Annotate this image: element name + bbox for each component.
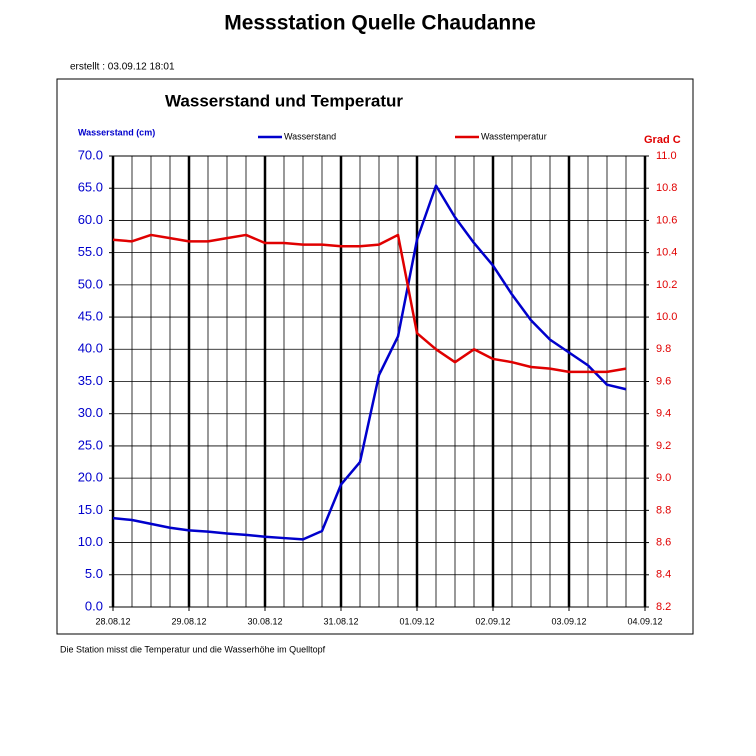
x-tick-label: 03.09.12: [551, 616, 586, 626]
y-tick-label: 25.0: [78, 437, 103, 452]
y2-tick-label: 9.0: [656, 472, 671, 484]
y2-tick-label: 8.8: [656, 504, 671, 516]
x-tick-label: 28.08.12: [95, 616, 130, 626]
y-tick-label: 10.0: [78, 534, 103, 549]
y-tick-label: 45.0: [78, 309, 103, 324]
y-tick-label: 0.0: [85, 598, 103, 613]
legend-label: Wasserstand: [284, 131, 336, 141]
y-tick-label: 40.0: [78, 341, 103, 356]
y-tick-label: 50.0: [78, 276, 103, 291]
y2-tick-label: 10.4: [656, 247, 677, 259]
data-line: [112, 233, 627, 374]
page-title: Messstation Quelle Chaudanne: [224, 12, 536, 35]
y2-tick-label: 10.0: [656, 311, 677, 323]
y2-axis-label: Grad C: [644, 134, 681, 146]
legend-label: Wasstemperatur: [481, 131, 547, 141]
y2-tick-label: 10.6: [656, 214, 677, 226]
y2-tick-label: 11.0: [656, 150, 677, 162]
y2-tick-label: 9.6: [656, 375, 671, 387]
x-tick-label: 30.08.12: [247, 616, 282, 626]
y-tick-label: 35.0: [78, 373, 103, 388]
y2-tick-label: 10.2: [656, 279, 677, 291]
x-tick-label: 31.08.12: [323, 616, 358, 626]
y-tick-label: 70.0: [78, 147, 103, 162]
chart-frame: [56, 78, 694, 635]
y2-tick-label: 8.6: [656, 536, 671, 548]
y-tick-label: 30.0: [78, 405, 103, 420]
created-note: erstellt : 03.09.12 18:01: [70, 62, 175, 73]
x-tick-label: 04.09.12: [627, 616, 662, 626]
y-tick-label: 55.0: [78, 244, 103, 259]
data-line: [112, 184, 627, 541]
plot-area: [112, 155, 646, 608]
y2-tick-label: 9.2: [656, 440, 671, 452]
x-tick-label: 02.09.12: [475, 616, 510, 626]
y-tick-label: 60.0: [78, 212, 103, 227]
y-tick-label: 65.0: [78, 180, 103, 195]
y-axis-label: Wasserstand (cm): [78, 127, 155, 137]
y-tick-label: 20.0: [78, 470, 103, 485]
y-tick-label: 5.0: [85, 566, 103, 581]
footer-note: Die Station misst die Temperatur und die…: [60, 644, 326, 654]
y2-tick-label: 9.4: [656, 408, 671, 420]
x-tick-label: 01.09.12: [399, 616, 434, 626]
y2-tick-label: 8.2: [656, 601, 671, 613]
y2-tick-label: 10.8: [656, 182, 677, 194]
x-tick-label: 29.08.12: [171, 616, 206, 626]
chart-title: Wasserstand und Temperatur: [165, 91, 403, 110]
y2-tick-label: 9.8: [656, 343, 671, 355]
y-tick-label: 15.0: [78, 502, 103, 517]
y2-tick-label: 8.4: [656, 569, 671, 581]
